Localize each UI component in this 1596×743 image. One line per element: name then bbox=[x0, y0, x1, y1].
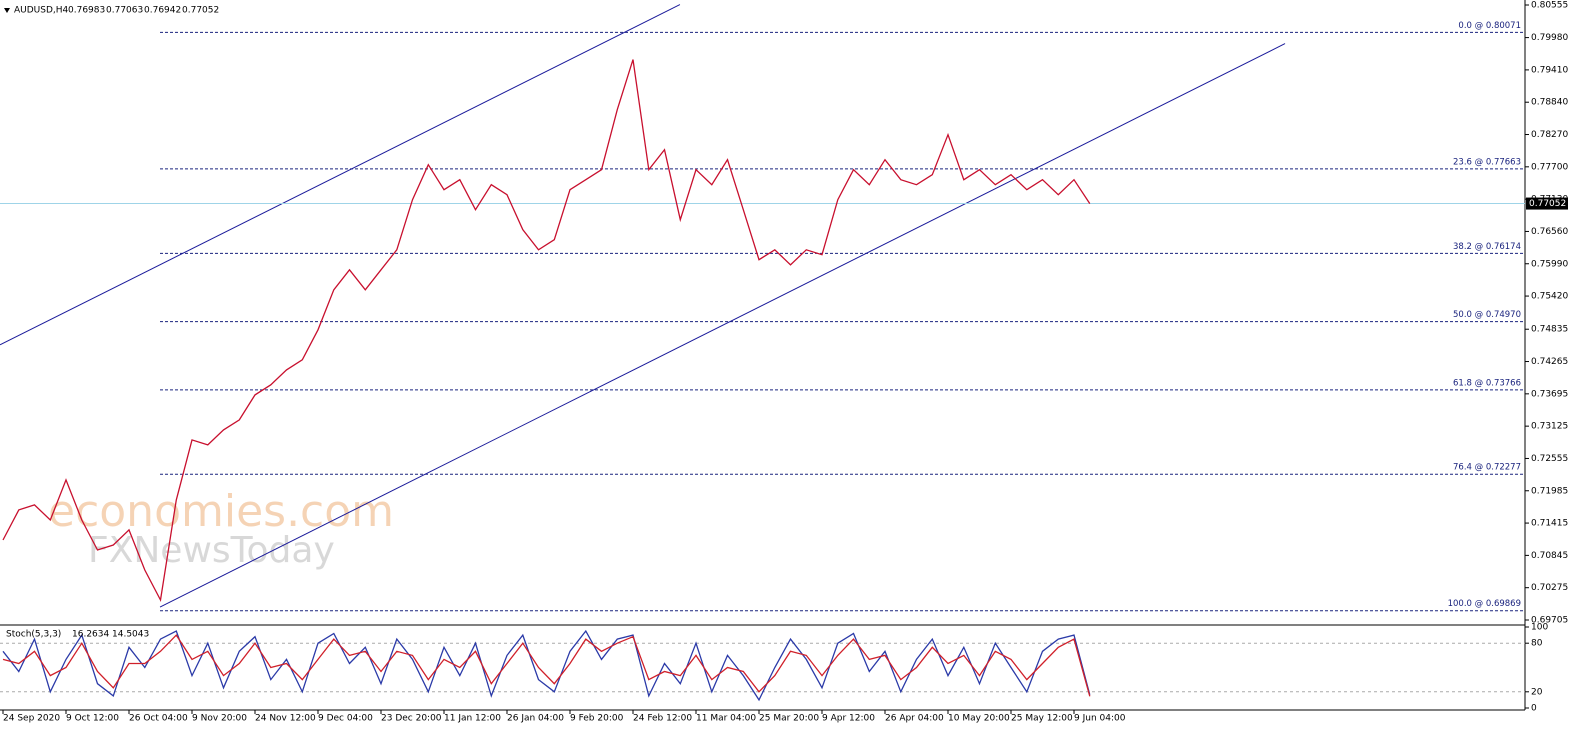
y-tick-label: 80 bbox=[1531, 639, 1543, 649]
x-tick-label: 26 Oct 04:00 bbox=[129, 714, 188, 724]
y-tick-label: 0.73125 bbox=[1531, 422, 1568, 432]
x-tick-label: 24 Feb 12:00 bbox=[633, 714, 692, 724]
panel-title: Stoch(5,3,3) bbox=[6, 630, 61, 640]
y-tick-label: 0.69705 bbox=[1531, 616, 1568, 626]
fib-label: 61.8 @ 0.73766 bbox=[1453, 378, 1521, 388]
y-tick-label: 0.79410 bbox=[1531, 65, 1568, 75]
price-tag-label: 0.77052 bbox=[1529, 199, 1566, 209]
x-tick-label: 11 Jan 12:00 bbox=[444, 714, 501, 724]
y-tick-label: 0.75420 bbox=[1531, 292, 1568, 302]
y-tick-label: 100 bbox=[1531, 623, 1548, 633]
y-tick-label: 0.71415 bbox=[1531, 519, 1568, 529]
y-tick-label: 0.78840 bbox=[1531, 98, 1568, 108]
price-tag bbox=[1526, 197, 1568, 210]
y-tick-label: 0.70275 bbox=[1531, 583, 1568, 593]
x-tick-label: 26 Apr 04:00 bbox=[885, 714, 944, 724]
fib-label: 50.0 @ 0.74970 bbox=[1453, 310, 1521, 320]
x-tick-label: 9 Apr 12:00 bbox=[822, 714, 875, 724]
price-line bbox=[2, 629, 1091, 702]
y-tick-label: 0.76560 bbox=[1531, 227, 1568, 237]
y-tick-label: 0.78270 bbox=[1531, 130, 1568, 140]
watermark: economies.com bbox=[48, 486, 394, 537]
ohlc-value: 0.77063 bbox=[106, 6, 143, 16]
y-tick-label: 0.74835 bbox=[1531, 325, 1568, 335]
x-tick-label: 26 Jan 04:00 bbox=[507, 714, 564, 724]
x-tick-label: 10 May 20:00 bbox=[948, 714, 1010, 724]
x-tick-label: 9 Feb 20:00 bbox=[570, 714, 624, 724]
x-tick-label: 24 Sep 2020 bbox=[3, 714, 60, 724]
price-line bbox=[2, 634, 1091, 697]
x-tick-label: 24 Nov 12:00 bbox=[255, 714, 316, 724]
menu-arrow[interactable] bbox=[4, 8, 10, 13]
y-tick-label: 0.77700 bbox=[1531, 162, 1568, 172]
fib-label: 38.2 @ 0.76174 bbox=[1453, 242, 1521, 252]
x-tick-label: 23 Dec 20:00 bbox=[381, 714, 442, 724]
indicator-value: 16.2634 bbox=[72, 630, 109, 640]
fib-label: 23.6 @ 0.77663 bbox=[1453, 157, 1521, 167]
fib-label: 76.4 @ 0.72277 bbox=[1453, 463, 1521, 473]
x-tick-label: 9 Oct 12:00 bbox=[66, 714, 119, 724]
trend-line bbox=[0, 4, 681, 346]
fib-label: 0.0 @ 0.80071 bbox=[1458, 21, 1521, 31]
ohlc-value: 0.77052 bbox=[182, 6, 219, 16]
price-line bbox=[2, 59, 1091, 603]
y-tick-label: 0.70845 bbox=[1531, 551, 1568, 561]
y-tick-label: 0.75990 bbox=[1531, 259, 1568, 269]
watermark: FXNewsToday bbox=[88, 530, 335, 571]
fib-label: 100.0 @ 0.69869 bbox=[1448, 599, 1521, 609]
x-tick-label: 9 Dec 04:00 bbox=[318, 714, 373, 724]
symbol: AUDUSD,H4 bbox=[14, 6, 69, 16]
y-tick-label: 0 bbox=[1531, 704, 1537, 714]
y-tick-label: 0.72555 bbox=[1531, 454, 1568, 464]
y-tick-label: 0.79980 bbox=[1531, 33, 1568, 43]
ohlc-value: 0.76942 bbox=[144, 6, 181, 16]
trend-line bbox=[159, 43, 1286, 608]
indicator-value: 14.5043 bbox=[112, 630, 149, 640]
y-tick-label: 0.73695 bbox=[1531, 389, 1568, 399]
x-tick-label: 9 Nov 20:00 bbox=[192, 714, 247, 724]
y-tick-label: 0.80555 bbox=[1531, 1, 1568, 11]
y-tick-label: 0.74265 bbox=[1531, 357, 1568, 367]
x-tick-label: 11 Mar 04:00 bbox=[696, 714, 756, 724]
x-tick-label: 9 Jun 04:00 bbox=[1074, 714, 1126, 724]
ohlc-value: 0.76983 bbox=[68, 6, 105, 16]
x-tick-label: 25 Mar 20:00 bbox=[759, 714, 819, 724]
x-tick-label: 25 May 12:00 bbox=[1011, 714, 1073, 724]
y-tick-label: 0.71985 bbox=[1531, 486, 1568, 496]
y-tick-label: 20 bbox=[1531, 687, 1543, 697]
